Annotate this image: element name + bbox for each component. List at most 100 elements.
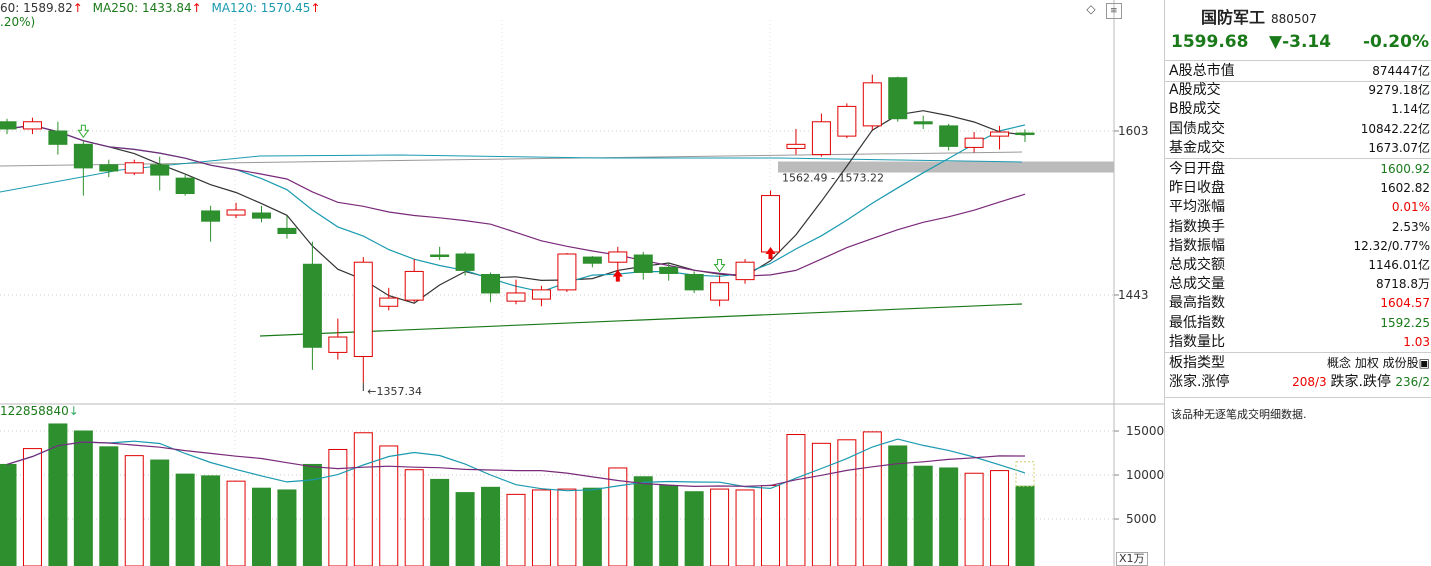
ma20-line [6,124,1026,277]
ma10-line [6,124,1026,293]
stat-value: 1592.25 [1380,315,1430,330]
stat-key: A股总市值 [1169,63,1235,79]
sell-signal-arrow-icon [713,259,726,273]
stat-value: 1604.57 [1380,296,1430,311]
candle-body [659,266,679,274]
candle-body [608,251,628,263]
volume-bar [659,485,679,566]
candle-body [557,253,577,291]
volume-bar [913,465,933,566]
candle-body [506,292,526,302]
volume-bar [175,473,195,566]
buy-signal-arrow-icon [765,247,776,260]
stat-key: 平均涨幅 [1169,199,1225,216]
volume-bar [404,469,424,566]
stat-value: 9279.18亿 [1368,83,1430,98]
candle-body [379,297,399,307]
volume-tick-label: 10000 [1126,468,1164,482]
stat-key: A股成交 [1169,82,1221,99]
stat-value: 10842.22亿 [1360,121,1430,136]
no-detail-message: 该品种无逐笔成交明细数据. [1171,408,1307,421]
stat-row: 指数振幅 12.32/0.77% [1165,237,1431,256]
volume-bar [811,442,831,566]
volume-bar [22,448,42,566]
panel-icons: ◇ ≡ [1080,2,1122,19]
stat-row: 最高指数 1604.57 [1165,294,1431,313]
stat-row: 指数换手 2.53% [1165,218,1431,237]
volume-bar [328,448,348,566]
volume-bar [481,486,501,566]
separator [1165,60,1431,61]
stat-value: 874447亿 [1372,64,1430,78]
price-tick-label: 1603 [1118,124,1149,138]
stat-row: 最低指数 1592.25 [1165,314,1431,333]
ma60-label: 60: 1589.82↑ [0,1,83,15]
candle-body [531,289,551,300]
volume-ma5-line [6,438,1026,492]
price-change-pct: -0.20% [1362,32,1429,52]
volume-bar [990,470,1010,566]
volume-bar [939,467,959,566]
stat-key: 今日开盘 [1169,161,1225,177]
low-price-label: ←1357.34 [367,385,422,398]
stat-key: 基金成交 [1169,139,1225,156]
ma60-line [0,151,1023,167]
index-title: 国防军工 880507 [1201,8,1317,27]
stat-row: 昨日收盘 1602.82 [1165,179,1431,198]
candle-body [404,270,424,301]
stat-row: 指数量比 1.03 [1165,333,1431,352]
candle-body [124,162,144,174]
candle-body [888,77,908,120]
stat-key: 总成交额 [1169,257,1225,273]
stat-row: B股成交 1.14亿 [1165,100,1431,119]
volume-bar [735,489,755,566]
candle-body [735,261,755,281]
stat-row: A股总市值 874447亿 [1165,62,1431,81]
candle-body [684,274,704,291]
candle-body [48,130,68,145]
stat-value: 1600.92 [1380,162,1430,176]
candle-body [328,336,348,353]
stat-value: 8718.8万 [1376,277,1430,292]
volume-bar [582,487,602,566]
separator [1165,81,1431,83]
volume-tick-label: 5000 [1126,512,1157,526]
candle-body [1015,132,1035,136]
stat-value: 1146.01亿 [1368,258,1430,272]
menu-icon[interactable]: ≡ [1105,3,1122,19]
diamond-icon[interactable]: ◇ [1086,2,1096,16]
separator [1165,352,1431,353]
candle-body [277,227,297,234]
unit-label: X1万 [1116,552,1148,566]
candle-body [226,209,246,216]
volume-bar [73,430,93,566]
kline-chart-area[interactable]: 1603 1443 15000 10000 5000 1562.49 - 1573.22 ←… [0,0,1164,566]
candle-body [582,256,602,264]
volume-bar [1015,485,1035,566]
ma120-label: MA120: 1570.45↑ [211,1,321,15]
candle-body [252,212,271,219]
stat-key: 指数振幅 [1169,237,1225,254]
volume-projection-box [1015,461,1035,487]
buy-signal-arrow-icon [612,269,623,282]
stat-key: 指数量比 [1169,333,1225,350]
volume-bar [252,487,271,566]
separator [1165,397,1431,398]
stat-key: 昨日收盘 [1169,180,1225,197]
current-price: 1599.68 [1171,32,1249,52]
candle-body [353,261,373,358]
volume-bar [226,480,246,566]
kline-svg[interactable]: 1603 1443 15000 10000 5000 1562.49 - 1573.22 ←… [0,0,1164,566]
ma250-label: MA250: 1433.84↑ [92,1,202,15]
stat-value: 0.01% [1391,200,1430,215]
stat-row: 总成交额 1146.01亿 [1165,256,1431,275]
candle-body [913,121,933,125]
candle-body [786,143,806,149]
candle-body [862,82,882,127]
candle-body [73,143,93,169]
volume-tick-label: 15000 [1126,424,1164,438]
stat-key: B股成交 [1169,101,1221,118]
volume-bar [786,434,806,566]
stat-row: 国债成交 10842.22亿 [1165,120,1431,139]
pct-label: .20%) [0,15,36,29]
